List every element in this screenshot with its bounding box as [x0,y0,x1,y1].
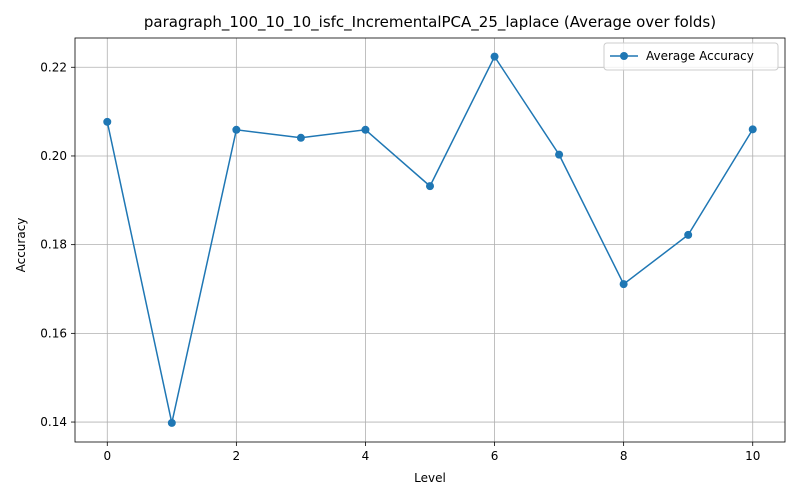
y-axis-label: Accuracy [14,218,28,273]
y-tick-label: 0.18 [40,238,67,252]
legend-series-marker [620,52,628,60]
data-point [555,150,564,159]
data-point [361,125,370,134]
legend-series-label: Average Accuracy [646,49,754,63]
data-point [103,117,112,126]
series-layer [103,52,757,427]
y-tick-label: 0.22 [40,60,67,74]
x-tick-label: 0 [103,449,111,463]
data-point [490,52,499,61]
axes: 0 2 4 6 8 10 0.14 0.16 0.18 0.20 0.22 [40,37,786,463]
legend: Average Accuracy [603,42,779,71]
y-tick-label: 0.14 [40,415,67,429]
x-tick-label: 8 [620,449,628,463]
data-point [748,125,757,134]
data-point [426,182,434,191]
grid [75,38,785,442]
x-tick-label: 6 [491,449,499,463]
plot-frame [74,37,786,443]
y-tick-label: 0.20 [40,149,67,163]
y-tick-label: 0.16 [40,326,67,340]
chart-title: paragraph_100_10_10_isfc_IncrementalPCA_… [144,13,716,32]
data-point [296,133,305,142]
data-point [684,230,693,239]
x-tick-label: 2 [233,449,241,463]
x-axis-label: Level [414,471,446,485]
series-line [106,55,754,424]
x-tick-label: 10 [745,449,760,463]
data-point [619,280,628,289]
data-point [167,418,176,427]
x-tick-label: 4 [362,449,370,463]
data-point [232,125,241,134]
legend-box [603,42,779,71]
